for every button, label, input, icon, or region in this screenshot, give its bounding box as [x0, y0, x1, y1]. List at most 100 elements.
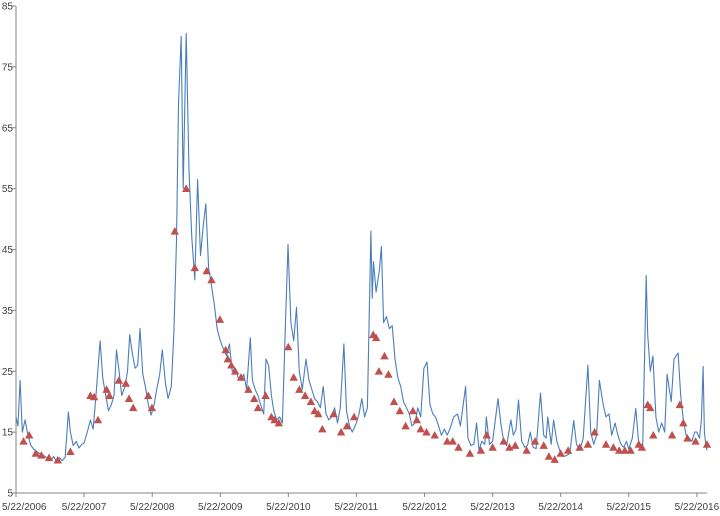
triangle-marker	[329, 409, 338, 418]
triangle-marker	[270, 415, 279, 424]
triangle-marker	[620, 446, 629, 454]
triangle-marker	[408, 406, 418, 415]
triangle-marker	[637, 443, 647, 451]
triangle-marker	[202, 266, 211, 275]
triangle-marker	[182, 184, 191, 192]
x-tick-label: 5/22/2015	[606, 502, 651, 513]
triangle-marker	[44, 453, 54, 462]
triangle-marker	[380, 351, 389, 360]
triangle-marker	[371, 333, 381, 342]
triangle-marker	[221, 345, 230, 354]
y-tick-label: 25	[2, 367, 14, 378]
triangle-marker	[389, 397, 399, 405]
triangle-marker	[626, 446, 635, 454]
x-tick-labels: 5/22/2006 5/22/2007 5/22/2008 5/22/2009 5/22…	[2, 502, 720, 513]
triangle-marker	[342, 421, 352, 430]
triangle-marker	[675, 400, 684, 409]
triangle-marker	[691, 437, 700, 445]
triangle-marker	[223, 354, 232, 363]
x-tick-label: 5/22/2013	[470, 502, 515, 513]
y-tick-labels: 5 15 25 35 45 55 65 75 85	[2, 2, 14, 500]
x-tick-label: 5/22/2011	[334, 502, 378, 513]
triangle-marker	[422, 427, 431, 436]
triangle-marker	[430, 431, 439, 439]
triangle-marker	[522, 446, 531, 454]
triangle-marker	[544, 452, 554, 460]
triangle-marker	[306, 397, 316, 405]
x-tick-label: 5/22/2010	[266, 502, 311, 513]
triangle-marker	[207, 275, 216, 284]
triangle-marker	[575, 443, 584, 451]
triangle-marker	[401, 421, 410, 430]
triangle-marker	[170, 227, 179, 235]
x-tick-label: 5/22/2007	[62, 502, 107, 513]
triangle-marker	[253, 403, 263, 412]
triangle-marker	[89, 392, 99, 401]
triangle-marker	[702, 440, 712, 448]
triangle-marker	[646, 403, 655, 412]
y-tick-label: 55	[2, 184, 14, 195]
triangle-marker	[300, 391, 310, 399]
triangle-marker	[295, 385, 304, 393]
triangle-marker	[53, 455, 62, 464]
triangle-marker	[511, 441, 520, 449]
triangle-marker	[314, 409, 323, 418]
triangle-marker	[310, 406, 319, 415]
triangle-marker	[289, 373, 298, 381]
triangle-marker	[124, 394, 134, 402]
triangle-marker	[102, 385, 111, 393]
triangle-marker	[412, 415, 421, 424]
x-tick-label: 5/22/2009	[198, 502, 243, 513]
triangle-marker	[395, 406, 404, 415]
y-tick-label: 15	[2, 428, 14, 439]
triangle-marker	[550, 455, 559, 463]
series-line	[15, 32, 708, 462]
triangle-marker	[336, 427, 346, 436]
triangle-marker	[679, 418, 688, 427]
triangle-marker	[609, 443, 618, 451]
series-markers	[19, 184, 712, 464]
tick-marks	[12, 5, 698, 497]
y-tick-label: 5	[7, 489, 13, 500]
triangle-marker	[488, 443, 497, 451]
triangle-marker	[147, 403, 157, 412]
triangle-marker	[349, 412, 359, 421]
triangle-marker	[318, 424, 327, 433]
triangle-marker	[31, 449, 40, 457]
triangle-marker	[601, 440, 611, 448]
triangle-marker	[37, 451, 46, 459]
triangle-marker	[284, 342, 293, 351]
y-tick-label: 85	[2, 2, 14, 13]
triangle-marker	[231, 367, 240, 375]
triangle-marker	[215, 315, 225, 323]
triangle-marker	[476, 446, 486, 454]
triangle-marker	[374, 367, 384, 375]
triangle-marker	[454, 443, 463, 451]
triangle-marker	[190, 263, 199, 272]
triangle-marker	[274, 418, 283, 427]
triangle-marker	[416, 424, 425, 433]
triangle-marker	[539, 441, 548, 449]
triangle-marker	[121, 379, 130, 387]
x-tick-label: 5/22/2012	[402, 502, 447, 513]
x-tick-label: 5/22/2008	[130, 502, 175, 513]
triangle-marker	[667, 431, 677, 439]
triangle-marker	[482, 431, 491, 439]
triangle-marker	[384, 370, 393, 378]
triangle-marker	[244, 385, 253, 393]
triangle-marker	[499, 437, 508, 445]
triangle-marker	[114, 376, 124, 384]
y-tick-label: 75	[2, 62, 14, 73]
x-tick-label: 5/22/2016	[675, 502, 720, 513]
triangle-marker	[590, 427, 599, 436]
triangle-marker	[583, 440, 593, 448]
triangle-marker	[93, 415, 103, 424]
triangle-marker	[443, 437, 452, 445]
triangle-marker	[25, 431, 34, 439]
x-tick-label: 5/22/2014	[538, 502, 583, 513]
triangle-marker	[530, 437, 540, 445]
triangle-marker	[615, 446, 624, 454]
y-tick-label: 35	[2, 306, 14, 317]
triangle-marker	[261, 391, 270, 399]
